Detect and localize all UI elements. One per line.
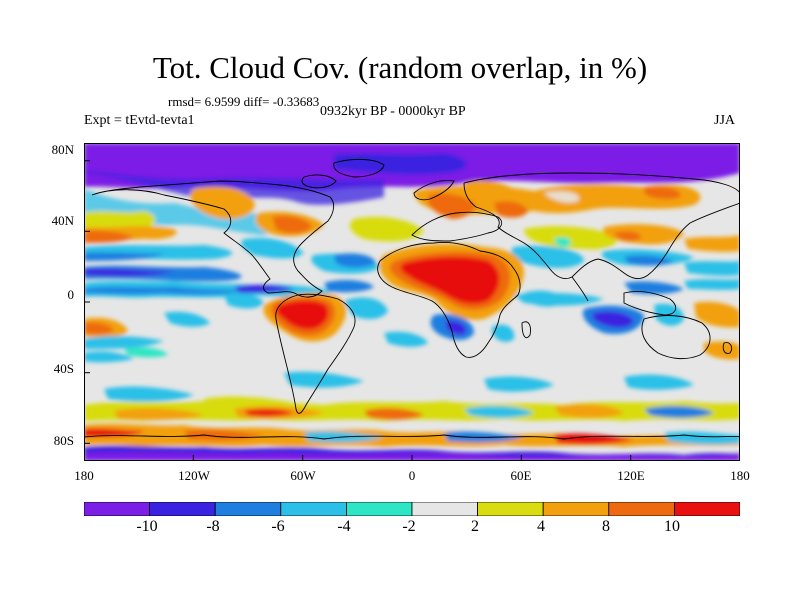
colorbar-label: 4 bbox=[537, 518, 545, 535]
colorbar-swatch bbox=[608, 502, 675, 516]
colorbar-swatch bbox=[149, 502, 216, 516]
lat-tick-label: 40N bbox=[51, 213, 74, 228]
colorbar-label: -10 bbox=[136, 518, 158, 535]
lon-tick-label: 120W bbox=[178, 468, 210, 483]
colorbar-label: -8 bbox=[206, 518, 220, 535]
colorbar-label: 8 bbox=[602, 518, 610, 535]
colorbar-swatch bbox=[280, 502, 347, 516]
lon-tick-label: 60W bbox=[290, 468, 316, 483]
colorbar-label: 2 bbox=[471, 518, 479, 535]
anomaly-field bbox=[84, 143, 740, 461]
lon-tick-label: 180 bbox=[74, 468, 94, 483]
coastlines bbox=[84, 158, 740, 440]
lon-tick-label: 120E bbox=[617, 468, 645, 483]
colorbar-swatch bbox=[542, 502, 610, 516]
lat-tick-label: 0 bbox=[67, 287, 75, 302]
colorbar-swatch bbox=[411, 502, 478, 516]
cloud-cover-map bbox=[84, 143, 740, 461]
lon-tick-label: 60E bbox=[510, 468, 532, 483]
colorbar-label: 10 bbox=[664, 518, 680, 535]
colorbar-swatch bbox=[214, 502, 282, 516]
stats-label: rmsd= 6.9599 diff= -0.33683 bbox=[168, 94, 320, 109]
period-label: 0932kyr BP - 0000kyr BP bbox=[320, 104, 466, 119]
colorbar-label: -2 bbox=[402, 518, 416, 535]
colorbar-swatch bbox=[674, 502, 740, 516]
lat-tick-label: 80S bbox=[53, 433, 74, 448]
map-title: Tot. Cloud Cov. (random overlap, in %) bbox=[152, 50, 648, 85]
colorbar-label: -6 bbox=[271, 518, 285, 535]
lat-tick-label: 40S bbox=[53, 361, 74, 376]
experiment-label: Expt = tEvtd-tevta1 bbox=[84, 113, 195, 128]
colorbar-label: -4 bbox=[337, 518, 351, 535]
colorbar-swatch bbox=[345, 502, 413, 516]
lon-tick-label: 180 bbox=[730, 468, 750, 483]
colorbar-swatch bbox=[84, 502, 150, 516]
colorbar-swatch bbox=[477, 502, 544, 516]
lon-tick-label: 0 bbox=[408, 468, 416, 483]
colorbar bbox=[84, 502, 740, 516]
season-label: JJA bbox=[714, 113, 736, 128]
map-ticks bbox=[84, 160, 632, 461]
lat-tick-label: 80N bbox=[51, 142, 74, 157]
